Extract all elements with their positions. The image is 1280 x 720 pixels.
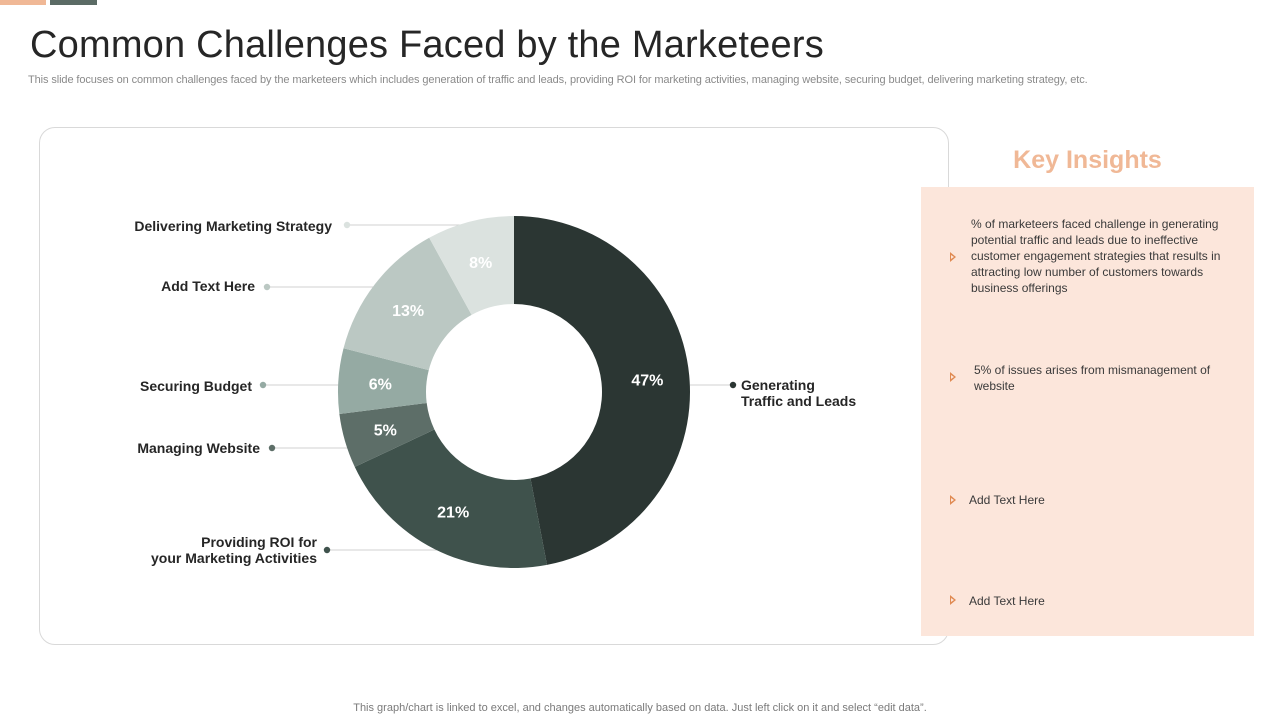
insight-item-2: 5% of issues arises from mismanagement o… xyxy=(974,363,1211,393)
callout-dot xyxy=(729,381,737,389)
callout-dot xyxy=(263,283,271,291)
slice-percent-label: 8% xyxy=(469,255,492,272)
slice-category-label: Securing Budget xyxy=(140,378,252,394)
slice-category-label: Delivering Marketing Strategy xyxy=(134,218,332,234)
slice-category-label: Generating xyxy=(741,377,815,393)
insights-title: Key Insights xyxy=(1013,146,1162,174)
donut-slice[interactable] xyxy=(339,403,435,467)
callout-dot xyxy=(323,546,331,554)
callout-dot xyxy=(343,221,351,229)
insight-item-1: % of marketeers faced challenge in gener… xyxy=(971,217,1221,295)
slice-category-label: Providing ROI for xyxy=(201,534,317,550)
callout-dot xyxy=(259,381,267,389)
donut-slice[interactable] xyxy=(514,216,691,565)
accent-bar-gray xyxy=(50,0,97,5)
slice-percent-label: 47% xyxy=(631,372,663,389)
donut-slice[interactable] xyxy=(429,216,514,315)
insight-item-3: Add Text Here xyxy=(969,493,1045,507)
accent-bar-orange xyxy=(0,0,46,5)
slice-percent-label: 13% xyxy=(392,303,424,320)
slice-percent-label: 21% xyxy=(437,504,469,521)
donut-slice[interactable] xyxy=(338,348,429,415)
page-subtitle: This slide focuses on common challenges … xyxy=(28,74,1088,86)
slice-category-label: Traffic and Leads xyxy=(741,393,856,409)
insights-panel: % of marketeers faced challenge in gener… xyxy=(921,187,1254,636)
arrow-icon xyxy=(950,595,956,605)
arrow-icon xyxy=(950,252,956,262)
donut-slice[interactable] xyxy=(343,237,472,371)
slice-category-label: Managing Website xyxy=(137,440,260,456)
donut-slice[interactable] xyxy=(354,429,547,568)
slice-category-label: Add Text Here xyxy=(161,278,255,294)
slice-percent-label: 5% xyxy=(374,422,397,439)
arrow-icon xyxy=(950,372,956,382)
page-title: Common Challenges Faced by the Marketeer… xyxy=(30,24,824,66)
chart-panel[interactable]: 47% 21% 5% 6% 13% 8% Generating Traffic and Lea… xyxy=(39,127,949,645)
callout-dot xyxy=(268,444,276,452)
footer-note: This graph/chart is linked to excel, and… xyxy=(353,702,927,714)
arrow-icon xyxy=(950,495,956,505)
slice-category-label: your Marketing Activities xyxy=(151,550,317,566)
slice-percent-label: 6% xyxy=(369,377,392,394)
insight-item-4: Add Text Here xyxy=(969,594,1045,608)
